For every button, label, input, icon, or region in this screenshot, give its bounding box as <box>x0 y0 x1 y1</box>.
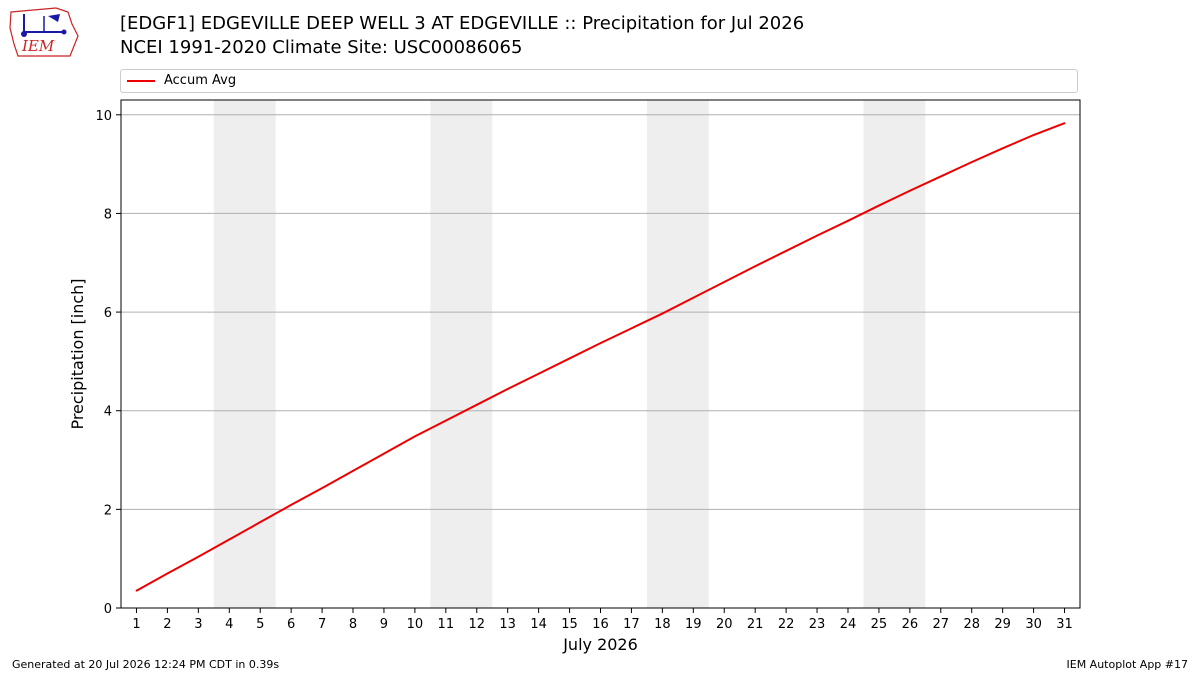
x-tick-label-3: 3 <box>194 617 202 632</box>
x-tick-label-14: 14 <box>530 617 547 632</box>
data-point-day-16 <box>599 342 602 345</box>
data-point-day-5 <box>259 521 262 524</box>
x-tick-label-6: 6 <box>287 617 295 632</box>
x-tick-label-31: 31 <box>1056 617 1073 632</box>
data-point-day-25 <box>878 204 880 207</box>
y-tick-label-8: 8 <box>104 207 112 222</box>
data-point-day-30 <box>1032 134 1035 136</box>
data-point-day-2 <box>166 572 169 575</box>
data-point-day-21 <box>754 265 757 268</box>
y-tick-label-0: 0 <box>104 602 112 617</box>
legend-swatch-accum-avg <box>127 80 155 82</box>
data-point-day-9 <box>383 452 385 455</box>
chart-subtitle: NCEI 1991-2020 Climate Site: USC00086065 <box>120 37 523 58</box>
data-point-day-19 <box>692 296 695 299</box>
data-point-day-17 <box>630 327 633 330</box>
x-tick-label-12: 12 <box>468 617 485 632</box>
iem-logo-text: IEM <box>21 37 55 55</box>
x-tick-label-19: 19 <box>685 617 702 632</box>
x-tick-label-15: 15 <box>561 617 578 632</box>
x-tick-label-1: 1 <box>132 617 140 632</box>
data-point-day-8 <box>352 469 354 472</box>
y-tick-label-4: 4 <box>104 405 112 420</box>
data-point-day-29 <box>1001 147 1004 150</box>
data-point-day-26 <box>908 189 911 192</box>
autoplot-app-label: IEM Autoplot App #17 <box>1066 658 1189 671</box>
legend: Accum Avg <box>120 69 1078 93</box>
data-point-day-10 <box>413 435 416 438</box>
x-tick-label-29: 29 <box>994 617 1011 632</box>
data-point-day-15 <box>568 357 571 360</box>
data-point-day-22 <box>785 250 788 252</box>
x-tick-label-30: 30 <box>1025 617 1042 632</box>
generated-timestamp: Generated at 20 Jul 2026 12:24 PM CDT in… <box>12 658 280 671</box>
weekend-band-4 <box>863 100 926 608</box>
y-tick-label-6: 6 <box>104 306 112 321</box>
weekend-band-1 <box>213 100 276 608</box>
data-point-day-18 <box>661 312 664 315</box>
y-tick-label-2: 2 <box>104 503 112 518</box>
x-tick-label-7: 7 <box>318 617 326 632</box>
y-tick-label-10: 10 <box>95 109 112 124</box>
data-point-day-4 <box>228 538 231 541</box>
data-point-day-24 <box>847 219 849 222</box>
x-tick-label-8: 8 <box>349 617 357 632</box>
x-tick-label-9: 9 <box>380 617 388 632</box>
x-tick-label-25: 25 <box>871 617 888 632</box>
y-axis-label: Precipitation [inch] <box>68 278 87 429</box>
data-point-day-28 <box>970 161 973 164</box>
data-point-day-1 <box>135 589 138 592</box>
x-tick-label-21: 21 <box>747 617 764 632</box>
data-point-day-11 <box>444 419 447 422</box>
x-tick-label-11: 11 <box>438 617 455 632</box>
x-tick-label-23: 23 <box>809 617 826 632</box>
x-tick-label-4: 4 <box>225 617 233 632</box>
data-point-day-6 <box>290 504 293 506</box>
data-point-day-14 <box>537 372 540 375</box>
x-tick-label-20: 20 <box>716 617 733 632</box>
data-point-day-27 <box>939 175 942 178</box>
x-tick-label-27: 27 <box>933 617 950 632</box>
data-point-day-31 <box>1063 122 1066 125</box>
legend-label-accum-avg: Accum Avg <box>164 73 237 88</box>
iem-logo: IEM <box>9 7 79 57</box>
weekend-band-3 <box>646 100 709 608</box>
x-tick-label-22: 22 <box>778 617 795 632</box>
x-tick-label-10: 10 <box>407 617 424 632</box>
data-point-day-12 <box>475 403 478 406</box>
data-point-day-20 <box>723 281 726 283</box>
x-tick-label-17: 17 <box>623 617 640 632</box>
data-point-day-23 <box>816 234 818 237</box>
x-tick-label-5: 5 <box>256 617 264 632</box>
x-tick-label-18: 18 <box>654 617 671 632</box>
data-point-day-13 <box>506 388 509 390</box>
data-point-day-3 <box>197 555 200 558</box>
x-tick-label-16: 16 <box>592 617 609 632</box>
plot-frame <box>120 99 1081 609</box>
x-tick-label-28: 28 <box>963 617 980 632</box>
x-tick-label-13: 13 <box>499 617 516 632</box>
data-point-day-7 <box>321 487 323 490</box>
x-tick-label-26: 26 <box>902 617 919 632</box>
x-tick-label-2: 2 <box>163 617 171 632</box>
x-tick-label-24: 24 <box>840 617 857 632</box>
chart-title: [EDGF1] EDGEVILLE DEEP WELL 3 AT EDGEVIL… <box>120 13 805 34</box>
weekend-band-2 <box>430 100 493 608</box>
x-axis-label: July 2026 <box>562 635 638 654</box>
